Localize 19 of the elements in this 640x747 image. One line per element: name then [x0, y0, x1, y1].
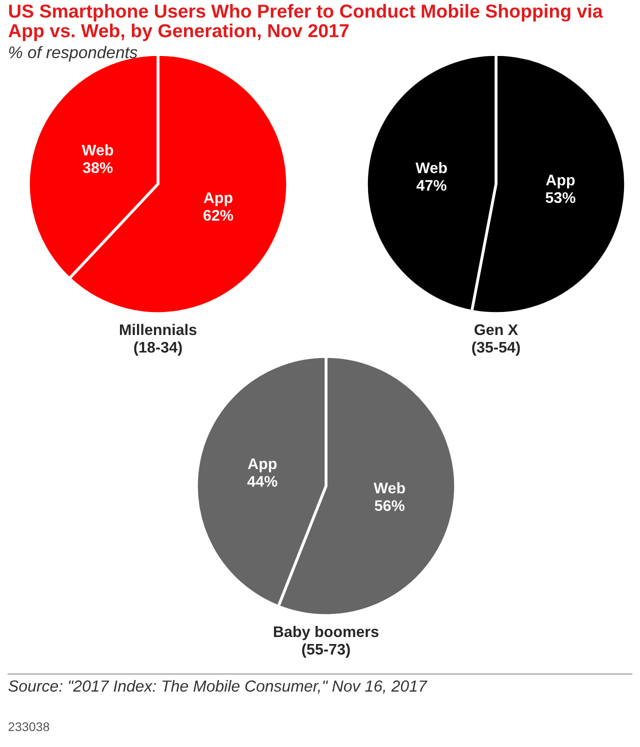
data-label: 56%	[374, 500, 404, 512]
text: Millennials (18-34)	[120, 324, 196, 356]
source-note: Source: "2017 Index: The Mobile Consumer," Nov 16, 2017	[8, 680, 428, 694]
chart-title: US Smartphone Users Who Prefer to Conduct Mobile Shopping via App vs. Web, by Generation, Nov 2017	[8, 4, 603, 42]
data-label: 62%	[203, 210, 234, 221]
slice-label: App	[546, 174, 575, 188]
slice-label: Web	[82, 144, 114, 156]
data-label: 47%	[416, 180, 446, 191]
slice-label: App	[204, 192, 232, 206]
chart-subtitle: % of respondents	[9, 46, 138, 62]
text: 233038	[8, 722, 50, 732]
slice-label: Web	[416, 162, 447, 174]
data-label: 53%	[546, 192, 576, 203]
data-label: 38%	[82, 162, 113, 174]
text: Baby boomers (55-73)	[274, 626, 378, 658]
data-label: 44%	[247, 476, 278, 487]
slice-label: Web	[374, 482, 405, 494]
slice-label: App	[248, 458, 277, 472]
text: Gen X (35-54)	[472, 324, 520, 356]
